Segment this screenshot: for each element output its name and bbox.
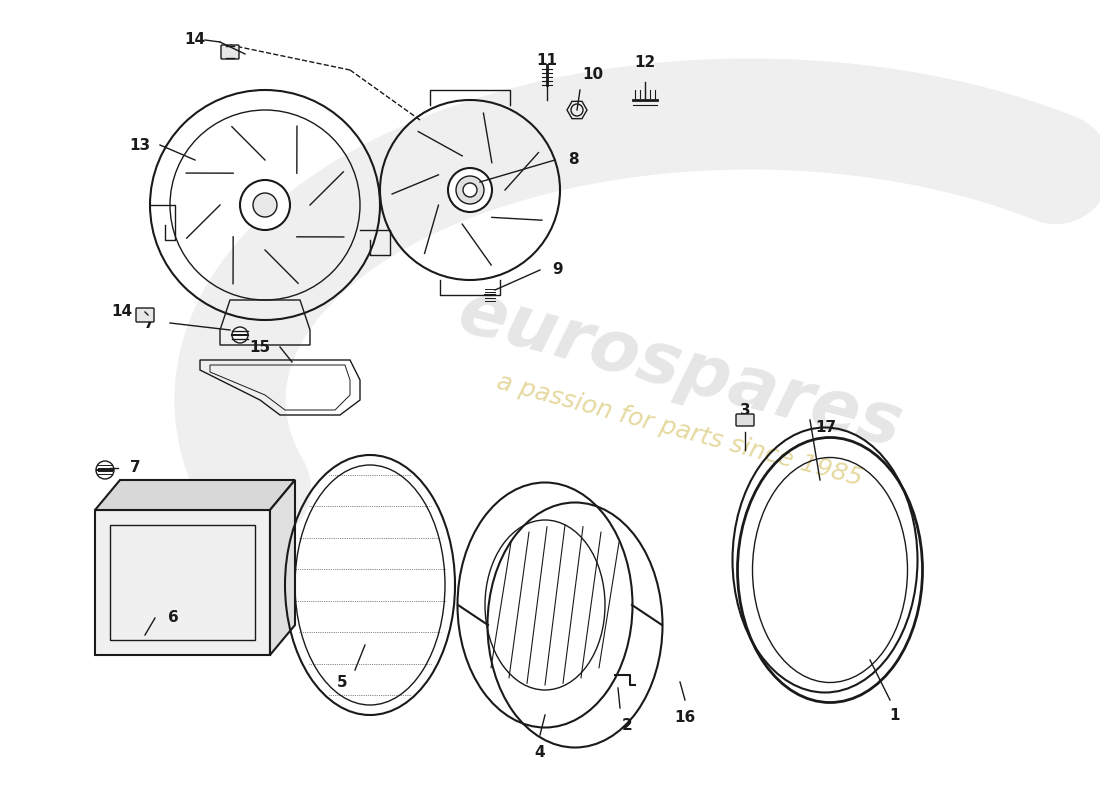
- Polygon shape: [270, 480, 295, 655]
- Text: 5: 5: [337, 675, 348, 690]
- FancyBboxPatch shape: [136, 308, 154, 322]
- Text: 11: 11: [537, 53, 558, 68]
- Text: 12: 12: [635, 55, 656, 70]
- Circle shape: [96, 461, 114, 479]
- Text: 8: 8: [568, 153, 579, 167]
- Polygon shape: [95, 480, 295, 510]
- Text: 6: 6: [168, 610, 178, 626]
- Text: a passion for parts since 1985: a passion for parts since 1985: [495, 370, 866, 490]
- Circle shape: [448, 168, 492, 212]
- Text: 16: 16: [674, 710, 695, 725]
- Circle shape: [240, 180, 290, 230]
- Text: 14: 14: [184, 33, 205, 47]
- Text: 1: 1: [890, 708, 900, 723]
- Text: 17: 17: [815, 421, 836, 435]
- Text: 7: 7: [144, 315, 155, 330]
- Text: eurospares: eurospares: [451, 278, 910, 462]
- Text: 2: 2: [621, 718, 632, 733]
- Text: 10: 10: [582, 67, 603, 82]
- FancyBboxPatch shape: [221, 45, 239, 59]
- Polygon shape: [95, 510, 270, 655]
- Circle shape: [463, 183, 477, 197]
- Text: 15: 15: [249, 339, 270, 354]
- FancyBboxPatch shape: [736, 414, 754, 426]
- Text: 4: 4: [535, 745, 546, 760]
- Circle shape: [232, 327, 248, 343]
- Text: 13: 13: [129, 138, 150, 153]
- Circle shape: [253, 193, 277, 217]
- Text: 14: 14: [111, 305, 132, 319]
- Text: 7: 7: [130, 461, 141, 475]
- Text: 9: 9: [552, 262, 562, 278]
- Text: 3: 3: [739, 403, 750, 418]
- Circle shape: [456, 176, 484, 204]
